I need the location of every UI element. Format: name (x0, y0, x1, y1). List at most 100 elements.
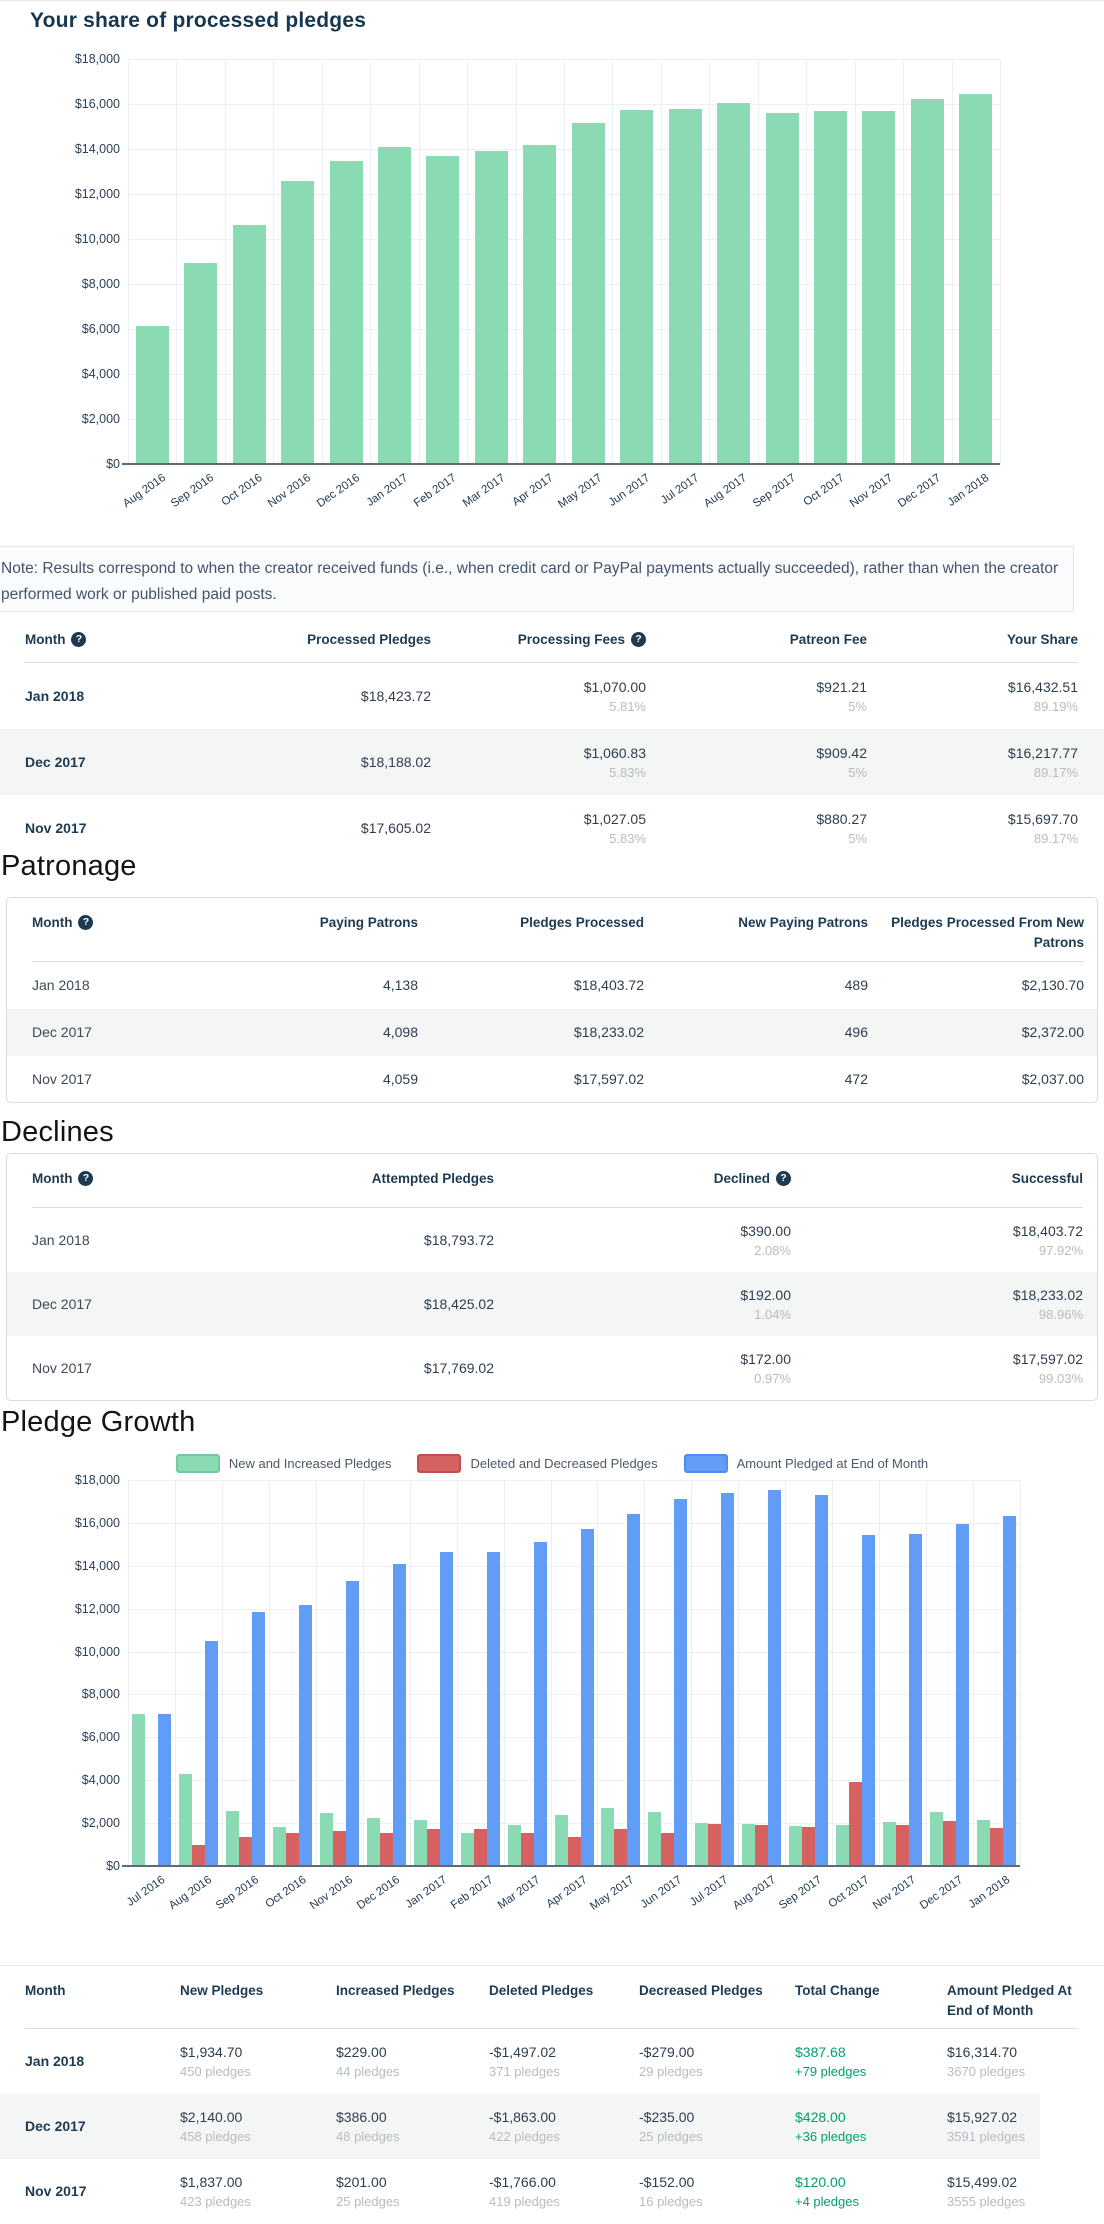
x-axis-tick-label: Jul 2016 (124, 1874, 168, 1909)
x-axis-tick-label: Jan 2017 (364, 472, 411, 509)
help-icon[interactable]: ? (631, 631, 646, 647)
row-spacer (0, 2159, 25, 2224)
cell-value: $1,934.70 (180, 2044, 243, 2060)
cell-value: $921.21 (816, 678, 867, 695)
bar-jan-2017 (377, 146, 411, 463)
y-axis-tick-label: $6,000 (81, 322, 120, 336)
table-row: Nov 2017 $17,769.02 $172.00 0.97% $17,597.02… (7, 1336, 1097, 1400)
bar-jun-2017 (620, 109, 654, 463)
x-axis-tick-label: Dec 2017 (895, 472, 944, 511)
value-cell: 496 (644, 1009, 868, 1056)
column-header-total-change: Total Change (795, 1980, 947, 2028)
cell-value: $17,597.02 (573, 1071, 644, 1087)
x-gridline (456, 1480, 458, 1866)
cell-value: -$279.00 (639, 2044, 695, 2060)
x-axis-tick-label: Dec 2016 (354, 1874, 403, 1913)
x-axis-tick-label: Sep 2017 (750, 472, 798, 511)
table-row: Nov 2017 $1,837.00 423 pledges $201.00 25 pl… (0, 2159, 1104, 2224)
pledge-growth-table: Month New Pledges Increased Pledges Deleted… (0, 1965, 1104, 2224)
help-icon[interactable]: ? (71, 631, 87, 647)
cell-subvalue: 48 pledges (336, 2129, 400, 2144)
column-header-paying-patrons: Paying Patrons (182, 912, 418, 961)
cell-subvalue: 98.96% (1038, 1306, 1083, 1322)
y-axis-tick-label: $2,000 (81, 1816, 120, 1831)
bar-deleted-and-decreased-pledges-jan-2017 (426, 1828, 440, 1865)
bar-dec-2017 (910, 99, 944, 463)
y-axis-tick-label: $10,000 (74, 232, 120, 246)
cell-subvalue: 89.19% (1033, 698, 1078, 714)
column-header-increased-pledges: Increased Pledges (336, 1980, 489, 2028)
cell-value: $428.00 (795, 2109, 846, 2125)
column-header-amount-pledged-at-end-of-month: Amount Pledged At End of Month (947, 1980, 1077, 2028)
column-header-processed-pledges: Processed Pledges (175, 629, 431, 662)
x-axis-tick-label: Sep 2016 (214, 1874, 262, 1913)
x-axis-tick-label: Feb 2017 (412, 472, 459, 510)
value-cell: $18,423.72 (175, 663, 431, 729)
bar-new-and-increased-pledges-jun-2017 (648, 1812, 662, 1865)
table-header: Month? Processed Pledges Processing Fees? P… (0, 615, 1104, 662)
bar-new-and-increased-pledges-aug-2016 (178, 1773, 192, 1865)
y-axis-tick-label: $4,000 (81, 367, 120, 381)
value-cell: 472 (644, 1056, 868, 1102)
help-icon[interactable]: ? (78, 1170, 94, 1186)
cell-subvalue: 99.03% (1038, 1370, 1083, 1386)
cell-value: $1,837.00 (180, 2174, 243, 2190)
x-axis-tick-label: Jan 2018 (966, 1874, 1013, 1911)
cell-subvalue: 458 pledges (180, 2129, 251, 2144)
bar-mar-2017 (474, 150, 508, 463)
bar-deleted-and-decreased-pledges-jun-2017 (661, 1833, 675, 1865)
bar-amount-pledged-at-end-of-month-feb-2017 (486, 1551, 500, 1865)
help-icon[interactable]: ? (78, 914, 94, 930)
cell-subvalue: 3555 pledges (947, 2194, 1026, 2209)
column-header-new-paying-patrons: New Paying Patrons (644, 912, 868, 961)
x-gridline (418, 59, 420, 464)
x-gridline (1020, 1480, 1021, 1866)
column-header-label: Amount Pledged At End of Month (947, 1982, 1072, 2018)
bar-deleted-and-decreased-pledges-nov-2017 (896, 1824, 910, 1865)
cell-value: $16,314.70 (947, 2044, 1018, 2060)
legend-label: Amount Pledged at End of Month (736, 1456, 929, 1471)
bar-aug-2017 (717, 103, 751, 463)
x-gridline (370, 59, 372, 464)
column-header-label: Month (25, 1982, 66, 1998)
bar-jul-2017 (668, 108, 702, 463)
help-icon[interactable]: ? (776, 1170, 791, 1186)
x-gridline (221, 1480, 223, 1866)
cell-subvalue: 1.04% (754, 1306, 791, 1322)
cell-value: $15,499.02 (947, 2174, 1018, 2190)
bar-new-and-increased-pledges-jan-2018 (977, 1819, 991, 1865)
cell-subvalue: +79 pledges (795, 2064, 867, 2079)
bar-new-and-increased-pledges-oct-2017 (836, 1825, 850, 1865)
cell-value: $229.00 (336, 2044, 387, 2060)
x-axis-tick-label: Sep 2017 (777, 1874, 825, 1913)
value-cell: $15,927.02 3591 pledges (947, 2094, 1077, 2159)
column-header-label: Pledges Processed From New Patrons (891, 914, 1084, 950)
x-gridline (903, 59, 905, 464)
row-spacer (7, 962, 32, 1009)
x-gridline (321, 59, 323, 464)
x-gridline (832, 1480, 834, 1866)
value-cell: $2,372.00 (868, 1009, 1084, 1056)
bar-sep-2017 (765, 113, 799, 463)
share-chart-card: Your share of processed pledges $0 $2,000… (0, 0, 1104, 546)
bar-deleted-and-decreased-pledges-apr-2017 (567, 1836, 581, 1865)
value-cell: $1,070.00 5.81% (431, 663, 646, 729)
legend-item: Deleted and Decreased Pledges (417, 1454, 658, 1473)
x-gridline (550, 1480, 552, 1866)
x-gridline (644, 1480, 646, 1866)
bar-amount-pledged-at-end-of-month-dec-2016 (392, 1563, 406, 1865)
cell-value: -$1,497.02 (489, 2044, 556, 2060)
header-divider (32, 961, 1084, 962)
x-axis-tick-label: Feb 2017 (449, 1874, 496, 1912)
x-axis-tick-label: Nov 2017 (847, 472, 895, 511)
bar-new-and-increased-pledges-jan-2017 (413, 1819, 427, 1865)
patronage-table: Month? Paying Patrons Pledges Processed New… (6, 897, 1098, 1103)
bar-jan-2018 (959, 94, 993, 463)
x-axis-tick-label: Oct 2017 (826, 1874, 872, 1911)
y-gridline (128, 1565, 1020, 1567)
x-gridline (315, 1480, 317, 1866)
x-gridline (467, 59, 469, 464)
table-header: Month? Attempted Pledges Declined? Successf… (7, 1154, 1097, 1207)
column-header-label: Month (32, 1170, 73, 1186)
